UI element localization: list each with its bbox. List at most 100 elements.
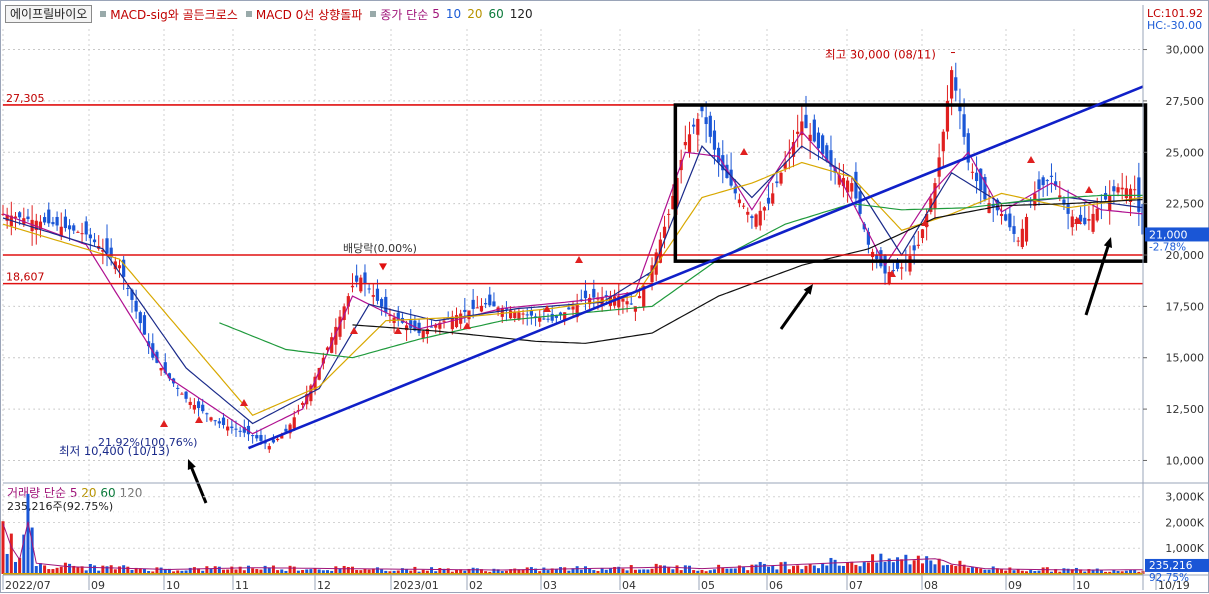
- x-tick-label: 12: [317, 579, 331, 592]
- candle-body: [68, 225, 71, 229]
- volume-bar: [218, 567, 221, 574]
- candle-body: [705, 117, 708, 124]
- candle-body: [209, 417, 212, 420]
- candle-body: [230, 427, 233, 429]
- candle-body: [384, 297, 387, 313]
- x-tick-label: 03: [543, 579, 557, 592]
- x-tick-label: 10: [1076, 579, 1090, 592]
- candle-body: [380, 299, 383, 307]
- candle-body: [222, 418, 225, 425]
- candle-body: [1096, 209, 1099, 221]
- volume-bar: [676, 565, 679, 574]
- candle-body: [139, 312, 142, 323]
- candle-body: [1000, 214, 1003, 216]
- candle-body: [900, 267, 903, 268]
- candle-body: [143, 315, 146, 334]
- candle-body: [746, 212, 749, 215]
- candle-body: [1133, 189, 1136, 190]
- candle-body: [293, 417, 296, 428]
- hc-badge: HC:-30.00: [1147, 19, 1202, 32]
- buy-signal-icon: [1027, 156, 1035, 163]
- volume-bar: [842, 566, 845, 574]
- candle-body: [135, 301, 138, 312]
- volume-bar: [992, 566, 995, 574]
- candle-body: [775, 181, 778, 183]
- candle-body: [272, 439, 275, 442]
- volume-bar: [892, 562, 895, 574]
- candle-body: [942, 132, 945, 152]
- y-tick-label: 10,000: [1166, 454, 1205, 467]
- volume-bar: [759, 562, 762, 574]
- volume-bar: [413, 567, 416, 574]
- volume-current-label: 235,216주(92.75%): [7, 500, 113, 513]
- candle-body: [118, 265, 121, 268]
- volume-bar: [289, 566, 292, 574]
- y-tick-label: 15,000: [1166, 352, 1205, 365]
- candle-body: [742, 206, 745, 207]
- volume-bar: [804, 566, 807, 574]
- candle-body: [376, 289, 379, 301]
- candle-body: [817, 133, 820, 149]
- level-top-label: 27,305: [6, 92, 45, 105]
- candle-body: [542, 318, 545, 319]
- candle-body: [634, 306, 637, 311]
- candle-body: [205, 413, 208, 414]
- candle-body: [363, 272, 366, 283]
- volume-bar: [767, 567, 770, 574]
- volume-bar: [809, 564, 812, 574]
- buy-signal-icon: [740, 148, 748, 155]
- candle-body: [592, 289, 595, 298]
- volume-bar: [684, 565, 687, 574]
- candle-body: [962, 114, 965, 137]
- volume-bar: [946, 565, 949, 574]
- volume-bar: [717, 565, 720, 574]
- volume-bar: [35, 566, 38, 574]
- candle-body: [492, 301, 495, 306]
- volume-bar: [913, 560, 916, 574]
- candle-body: [301, 403, 304, 405]
- candle-body: [571, 307, 574, 310]
- candle-body: [546, 319, 549, 320]
- volume-bar: [93, 565, 96, 574]
- x-tick-label: 04: [622, 579, 636, 592]
- volume-bar: [89, 564, 92, 574]
- candle-body: [763, 207, 766, 210]
- volume-bar: [771, 566, 774, 574]
- buy-signal-icon: [195, 416, 203, 423]
- candle-body: [779, 173, 782, 184]
- candle-body: [422, 331, 425, 338]
- volume-bar: [655, 564, 658, 574]
- volume-bar: [10, 534, 13, 574]
- candle-body: [351, 286, 354, 287]
- volume-bar: [933, 564, 936, 574]
- x-tick-label: 11: [235, 579, 249, 592]
- volume-bar: [667, 567, 670, 574]
- candle-body: [821, 135, 824, 154]
- volume-bar: [1046, 567, 1049, 574]
- pointer-arrow: [781, 290, 809, 329]
- candle-body: [355, 276, 358, 282]
- candle-body: [555, 316, 558, 318]
- candle-body: [1004, 214, 1007, 220]
- volume-bar: [563, 567, 566, 574]
- volume-bar: [854, 565, 857, 574]
- volume-bar: [64, 563, 67, 574]
- volume-bar: [214, 566, 217, 574]
- buy-signal-icon: [350, 327, 358, 334]
- volume-bar: [846, 562, 849, 574]
- x-tick-label: 10/19: [1158, 579, 1190, 592]
- candle-body: [184, 392, 187, 399]
- candle-body: [480, 306, 483, 312]
- candle-body: [476, 307, 479, 308]
- volume-bar: [110, 565, 113, 574]
- y-tick-label: 30,000: [1166, 44, 1205, 57]
- volume-bar: [39, 563, 42, 574]
- y-tick-label: 27,500: [1166, 95, 1205, 108]
- candle-body: [255, 435, 258, 438]
- candle-body: [1091, 214, 1094, 232]
- volume-bar: [784, 562, 787, 574]
- candle-body: [1008, 214, 1011, 228]
- candle-body: [251, 435, 254, 436]
- volume-bar: [26, 494, 29, 574]
